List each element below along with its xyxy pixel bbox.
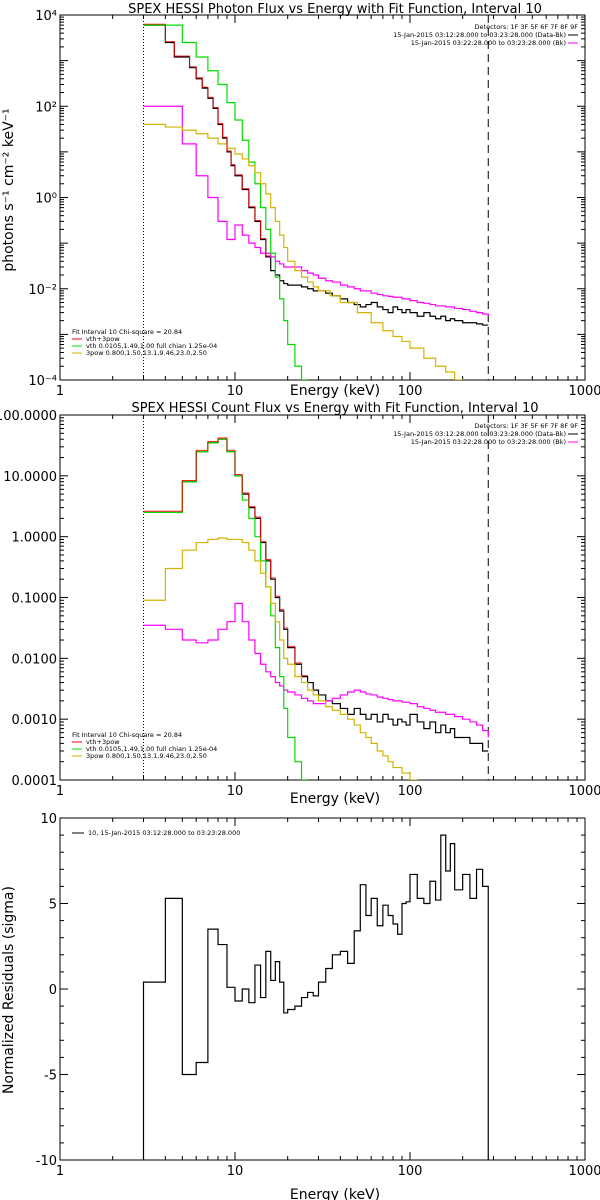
- photon-y-axis-label: photons s⁻¹ cm⁻² keV⁻¹: [1, 108, 17, 271]
- count-y-tick-label: 0.1000: [12, 592, 58, 607]
- residuals-axes-frame: [59, 817, 586, 1161]
- photon-y-tick-label: 10⁻²: [28, 283, 57, 298]
- photon-legend-vth: vth 0.0105,1.49,1.00 full chian 1.25e-04: [86, 342, 217, 350]
- count-x-tick-label: 10: [227, 784, 244, 799]
- photon-series-black: [143, 24, 489, 326]
- count-y-tick-label: 100.0000: [0, 409, 57, 424]
- count-series-green: [143, 438, 309, 780]
- count-x-tick-label: 100: [398, 784, 423, 799]
- count-tick-labels: 1 10 100 1000 0.0001 0.0010 0.0100 0.1000 1.0000…: [0, 409, 600, 799]
- photon-chart-title: SPEX HESSI Photon Flux vs Energy with Fi…: [128, 2, 542, 17]
- residuals-legend: 10, 15-Jan-2015 03:12:28.000 to 03:23:28…: [72, 829, 240, 837]
- photon-legend-topright: Detectors: 1F 3F 5F 6F 7F 8F 9F 15-Jan-2…: [393, 23, 578, 47]
- residuals-y-tick-label: 10: [40, 812, 57, 827]
- photon-legend-total: vth+3pow: [86, 335, 120, 343]
- count-legend-pow: 3pow 0.800,1.50,13.1,9.46,23.0,2.50: [86, 752, 207, 760]
- count-flux-panel: SPEX HESSI Count Flux vs Energy with Fit…: [0, 401, 600, 807]
- count-legend-vth: vth 0.0105,1.49,1.00 full chian 1.25e-04: [86, 745, 217, 753]
- count-chart-title: SPEX HESSI Count Flux vs Energy with Fit…: [131, 401, 538, 416]
- photon-y-tick-label: 10⁻⁴: [28, 374, 57, 389]
- count-axes-frame: [59, 414, 586, 781]
- count-series-magenta: [143, 602, 489, 738]
- residuals-x-tick-label: 1: [56, 1164, 64, 1179]
- photon-legend-detectors: Detectors: 1F 3F 5F 6F 7F 8F 9F: [475, 23, 579, 31]
- residuals-tick-labels: 1 10 100 1000 -10 -5 0 5 10: [36, 812, 600, 1179]
- residuals-x-tick-label: 10: [227, 1164, 244, 1179]
- residuals-y-axis-label: Normalized Residuals (sigma): [1, 886, 17, 1094]
- photon-series-magenta: [143, 105, 489, 317]
- photon-series-yellow: [143, 123, 464, 380]
- count-legend-total: vth+3pow: [86, 738, 120, 746]
- residuals-x-axis-label: Energy (keV): [290, 1187, 380, 1200]
- count-legend-topright: Detectors: 1F 3F 5F 6F 7F 8F 9F 15-Jan-2…: [393, 422, 578, 446]
- photon-legend-pow: 3pow 0.800,1.50,13.1,9.46,23.0,2.50: [86, 349, 207, 357]
- count-y-tick-label: 0.0001: [12, 774, 58, 789]
- photon-x-tick-label: 1000: [568, 384, 600, 399]
- residuals-legend-text: 10, 15-Jan-2015 03:12:28.000 to 03:23:28…: [88, 829, 240, 837]
- count-legend-bottomleft: Fit Interval 10 Chi-square = 20.84 vth+3…: [72, 731, 217, 760]
- residuals-y-tick-label: -5: [44, 1069, 57, 1084]
- photon-x-tick-label: 100: [398, 384, 423, 399]
- residuals-y-tick-label: -10: [36, 1154, 57, 1169]
- photon-y-tick-label: 10⁰: [35, 192, 57, 207]
- count-series-red-total-fit: [143, 437, 308, 676]
- residuals-plot-area: [59, 817, 586, 1161]
- photon-x-axis-label: Energy (keV): [290, 383, 380, 399]
- residuals-panel: Energy (keV) Normalized Residuals (sigma…: [1, 812, 600, 1200]
- residuals-x-tick-label: 100: [398, 1164, 423, 1179]
- count-series-yellow: [143, 537, 418, 780]
- residuals-x-tick-label: 1000: [568, 1164, 600, 1179]
- photon-flux-panel: SPEX HESSI Photon Flux vs Energy with Fi…: [1, 2, 600, 399]
- residuals-y-tick-label: 0: [49, 983, 57, 998]
- count-legend-detectors: Detectors: 1F 3F 5F 6F 7F 8F 9F: [475, 422, 579, 430]
- photon-plot-area: [59, 14, 586, 381]
- photon-series-green: [143, 24, 309, 380]
- count-x-tick-label: 1: [56, 784, 64, 799]
- count-y-tick-label: 0.0010: [12, 713, 58, 728]
- count-legend-bk: 15-Jan-2015 03:22:28.000 to 03:23:28.000…: [411, 438, 566, 446]
- photon-legend-bk: 15-Jan-2015 03:22:28.000 to 03:23:28.000…: [411, 39, 566, 47]
- photon-x-tick-label: 10: [227, 384, 244, 399]
- count-plot-area: [59, 414, 586, 781]
- count-legend-data-bk: 15-Jan-2015 03:12:28.000 to 03:23:28.000…: [393, 430, 566, 438]
- count-y-tick-label: 0.0100: [12, 652, 58, 667]
- photon-y-tick-label: 10²: [35, 100, 57, 115]
- photon-series-red-total-fit: [143, 23, 271, 257]
- count-x-axis-label: Energy (keV): [290, 791, 380, 807]
- photon-y-tick-label: 10⁴: [35, 9, 57, 24]
- photon-x-tick-label: 1: [56, 384, 64, 399]
- photon-axes-frame: [59, 14, 586, 381]
- residuals-y-tick-label: 5: [49, 898, 57, 913]
- photon-legend-fit: Fit Interval 10 Chi-square = 20.84: [72, 328, 182, 336]
- count-legend-fit: Fit Interval 10 Chi-square = 20.84: [72, 731, 182, 739]
- photon-legend-bottomleft: Fit Interval 10 Chi-square = 20.84 vth+3…: [72, 328, 217, 357]
- photon-legend-data-bk: 15-Jan-2015 03:12:28.000 to 03:23:28.000…: [393, 31, 566, 39]
- count-y-tick-label: 1.0000: [12, 531, 58, 546]
- count-y-tick-label: 10.0000: [3, 470, 57, 485]
- count-x-tick-label: 1000: [568, 784, 600, 799]
- residuals-series-black: [142, 834, 489, 1160]
- photon-tick-labels: 1 10 100 1000 10⁻⁴ 10⁻² 10⁰ 10² 10⁴: [28, 9, 600, 399]
